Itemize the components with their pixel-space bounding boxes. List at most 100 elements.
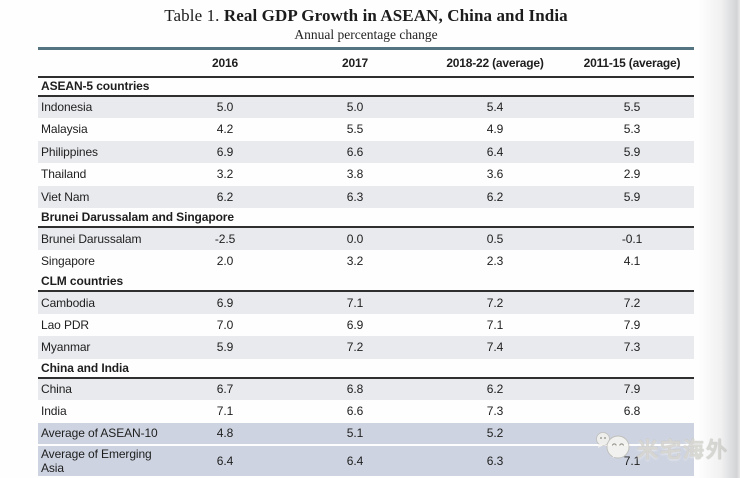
section-header-row: Brunei Darussalam and Singapore bbox=[38, 208, 694, 227]
value-cell: 4.1 bbox=[623, 253, 641, 268]
row-label: Malaysia bbox=[41, 122, 88, 137]
value-cell: 7.9 bbox=[570, 377, 694, 400]
value-cell: 7.4 bbox=[420, 336, 570, 359]
value-cell: 7.2 bbox=[290, 336, 420, 359]
value-cell: 7.1 bbox=[570, 444, 694, 476]
row-label: India bbox=[41, 404, 67, 419]
value-cell: 6.2 bbox=[420, 377, 570, 400]
value-cell: 7.3 bbox=[486, 404, 504, 419]
value-cell: 7.0 bbox=[216, 317, 234, 332]
value-cell: 7.2 bbox=[570, 291, 694, 314]
table-row: Cambodia 6.9 7.1 7.2 7.2 bbox=[38, 291, 694, 314]
value-cell: 5.5 bbox=[570, 95, 694, 118]
row-label: Myanmar bbox=[38, 336, 160, 359]
value-cell: 5.9 bbox=[570, 185, 694, 208]
value-cell: 5.9 bbox=[570, 140, 694, 163]
value-cell: -0.1 bbox=[570, 227, 694, 250]
column-header: 2017 bbox=[342, 55, 368, 70]
table-row: Malaysia 4.2 5.5 4.9 5.3 bbox=[38, 118, 694, 141]
value-cell: 3.2 bbox=[216, 167, 234, 182]
value-cell: 7.1 bbox=[216, 404, 234, 419]
value-cell: -2.5 bbox=[160, 227, 290, 250]
row-label: Cambodia bbox=[38, 291, 160, 314]
row-label: Singapore bbox=[41, 253, 95, 268]
row-label: Brunei Darussalam bbox=[38, 227, 160, 250]
value-cell: 2.3 bbox=[486, 253, 504, 268]
column-header: 2016 bbox=[212, 55, 238, 70]
table-header-row: 2016 2017 2018-22 (average) 2011-15 (averag… bbox=[38, 48, 694, 77]
value-cell: 7.1 bbox=[290, 291, 420, 314]
value-cell: 0.5 bbox=[420, 227, 570, 250]
value-cell: 6.2 bbox=[420, 185, 570, 208]
value-cell: 6.6 bbox=[346, 404, 364, 419]
value-cell: 6.4 bbox=[420, 140, 570, 163]
table-row: Myanmar 5.9 7.2 7.4 7.3 bbox=[38, 336, 694, 359]
section-header-label: Brunei Darussalam and Singapore bbox=[38, 208, 694, 227]
section-header-label: ASEAN-5 countries bbox=[38, 76, 694, 96]
value-cell: 5.5 bbox=[346, 122, 364, 137]
value-cell: 6.3 bbox=[290, 185, 420, 208]
row-label: China bbox=[38, 377, 160, 400]
table-subtitle: Annual percentage change bbox=[294, 27, 438, 42]
value-cell: 5.9 bbox=[160, 336, 290, 359]
section-header-label: China and India bbox=[38, 358, 694, 378]
table-row: Philippines 6.9 6.6 6.4 5.9 bbox=[38, 140, 694, 163]
value-cell: 5.2 bbox=[420, 422, 570, 445]
value-cell: 4.9 bbox=[486, 122, 504, 137]
value-cell: 6.8 bbox=[290, 377, 420, 400]
section-header-label: CLM countries bbox=[38, 272, 694, 291]
row-label: Philippines bbox=[38, 140, 160, 163]
row-label: Lao PDR bbox=[41, 317, 89, 332]
value-cell: 2.9 bbox=[623, 167, 641, 182]
value-cell: 6.9 bbox=[346, 317, 364, 332]
value-cell: 7.9 bbox=[623, 317, 641, 332]
value-cell: 6.9 bbox=[160, 291, 290, 314]
value-cell: 3.6 bbox=[486, 167, 504, 182]
table-title-text: Real GDP Growth in ASEAN, China and Indi… bbox=[223, 6, 568, 25]
value-cell: 6.4 bbox=[160, 444, 290, 476]
column-header: 2018-22 (average) bbox=[446, 55, 544, 70]
value-cell: 6.9 bbox=[160, 140, 290, 163]
value-cell: 5.3 bbox=[623, 122, 641, 137]
value-cell: 3.8 bbox=[346, 167, 364, 182]
table-row: Lao PDR 7.0 6.9 7.1 7.9 bbox=[38, 314, 694, 337]
column-header: 2011-15 (average) bbox=[583, 55, 681, 70]
section-header-row: CLM countries bbox=[38, 272, 694, 291]
value-cell: 5.4 bbox=[420, 95, 570, 118]
table-row: Thailand 3.2 3.8 3.6 2.9 bbox=[38, 163, 694, 186]
page-edge-shadow bbox=[698, 0, 740, 478]
gdp-growth-table: 2016 2017 2018-22 (average) 2011-15 (averag… bbox=[38, 47, 694, 476]
value-cell: 5.1 bbox=[290, 422, 420, 445]
table-title: Table 1. Real GDP Growth in ASEAN, China… bbox=[38, 6, 694, 26]
value-cell: 4.2 bbox=[216, 122, 234, 137]
value-cell bbox=[570, 422, 694, 445]
summary-row: Average of Emerging Asia 6.4 6.4 6.3 7.1 bbox=[38, 444, 694, 476]
row-label: Indonesia bbox=[38, 95, 160, 118]
value-cell: 5.0 bbox=[290, 95, 420, 118]
summary-row: Average of ASEAN-10 4.8 5.1 5.2 bbox=[38, 422, 694, 445]
value-cell: 5.0 bbox=[160, 95, 290, 118]
table-row: Brunei Darussalam -2.5 0.0 0.5 -0.1 bbox=[38, 227, 694, 250]
value-cell: 0.0 bbox=[290, 227, 420, 250]
empty-header-cell bbox=[38, 49, 160, 77]
table-row: China 6.7 6.8 6.2 7.9 bbox=[38, 377, 694, 400]
value-cell: 6.6 bbox=[290, 140, 420, 163]
value-cell: 7.2 bbox=[420, 291, 570, 314]
table-number: Table 1. bbox=[164, 6, 220, 25]
value-cell: 6.2 bbox=[160, 185, 290, 208]
value-cell: 6.3 bbox=[420, 444, 570, 476]
table-row: Viet Nam 6.2 6.3 6.2 5.9 bbox=[38, 185, 694, 208]
table-row: Singapore 2.0 3.2 2.3 4.1 bbox=[38, 250, 694, 273]
value-cell: 2.0 bbox=[216, 253, 234, 268]
row-label: Thailand bbox=[41, 167, 87, 182]
table-row: India 7.1 6.6 7.3 6.8 bbox=[38, 400, 694, 423]
row-label: Average of Emerging Asia bbox=[38, 444, 160, 476]
value-cell: 4.8 bbox=[160, 422, 290, 445]
value-cell: 3.2 bbox=[346, 253, 364, 268]
value-cell: 6.4 bbox=[290, 444, 420, 476]
table-row: Indonesia 5.0 5.0 5.4 5.5 bbox=[38, 95, 694, 118]
section-header-row: ASEAN-5 countries bbox=[38, 76, 694, 96]
section-header-row: China and India bbox=[38, 358, 694, 378]
row-label: Average of ASEAN-10 bbox=[38, 422, 160, 445]
